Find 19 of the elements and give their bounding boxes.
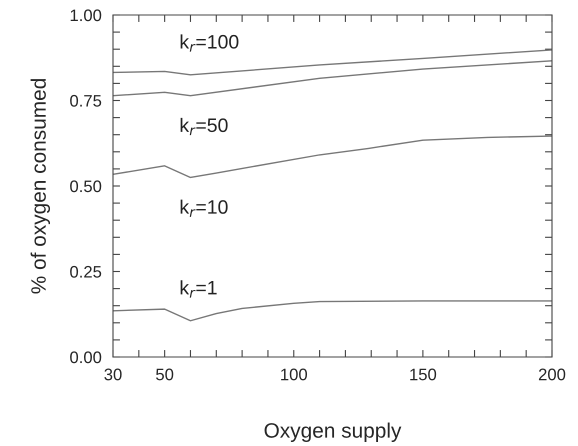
y-tick-label: 0.50 [70, 180, 102, 192]
y-tick-label: 0.75 [70, 94, 102, 107]
x-tick-label: 30 [104, 368, 122, 380]
y-tick-label: 0.25 [70, 266, 102, 278]
series-label: k$_{r}$=50 [180, 118, 228, 136]
series-label: k$_{r}$=10 [180, 200, 228, 217]
y-tick-label: 0.00 [70, 351, 102, 364]
y-axis-title: % of oxygen consumed [30, 79, 50, 294]
x-tick-label: 200 [538, 368, 566, 380]
line-series [113, 60, 552, 96]
line-series [113, 300, 552, 322]
y-tick-label: 1.00 [70, 9, 102, 22]
series-label: k$_{r}$=100 [180, 34, 238, 52]
x-tick-label: 50 [156, 368, 174, 380]
line-series [113, 135, 552, 178]
x-axis-title: Oxygen supply [264, 422, 402, 442]
x-tick-label: 100 [281, 368, 308, 380]
series-label: k$_{r}$=1 [180, 280, 217, 298]
x-tick-label: 150 [410, 368, 436, 380]
